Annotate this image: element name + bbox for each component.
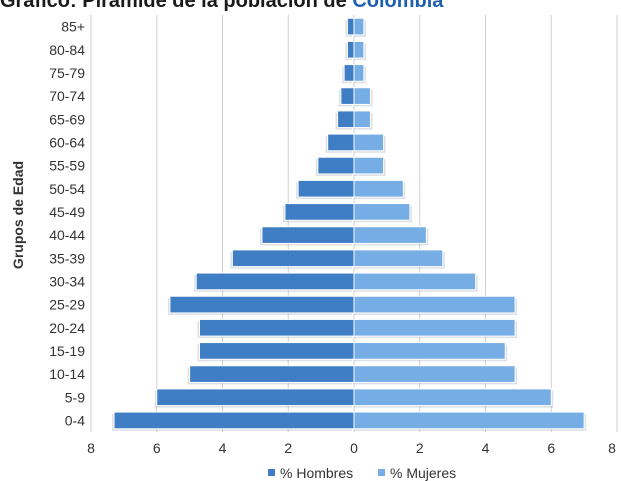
bar-mujeres	[353, 411, 585, 430]
y-tick-label: 80-84	[49, 42, 85, 58]
y-tick-label: 55-59	[49, 158, 85, 174]
bar-hombres	[169, 295, 355, 314]
bar-hombres	[284, 203, 355, 221]
bar-hombres	[317, 156, 355, 175]
chart-title-part: Gráfico: Pirámide de la población de	[0, 0, 353, 11]
bar-mujeres	[353, 226, 427, 244]
y-tick-label: 0-4	[65, 412, 85, 428]
bar-hombres	[297, 179, 355, 198]
x-tick-label: 4	[482, 440, 490, 456]
bar-mujeres	[353, 87, 371, 105]
y-tick-label: 50-54	[49, 181, 85, 197]
bar-mujeres	[353, 203, 411, 221]
y-tick-label: 5-9	[65, 389, 85, 405]
x-tick-label: 6	[547, 440, 555, 456]
x-tick-label: 4	[219, 440, 227, 456]
x-tick-label: 0	[350, 440, 358, 456]
y-tick-label: 10-14	[49, 366, 85, 382]
bar-hombres	[346, 40, 355, 59]
bar-hombres	[195, 272, 355, 291]
y-tick-label: 20-24	[49, 320, 85, 336]
bar-hombres	[261, 226, 355, 244]
chart-title-accent: Colombia	[352, 0, 444, 11]
bar-hombres	[337, 110, 355, 129]
bar-hombres	[343, 64, 355, 82]
x-tick-label: 8	[608, 440, 616, 456]
bar-mujeres	[353, 249, 444, 268]
x-tick-label: 2	[284, 440, 292, 456]
legend: % Hombres % Mujeres	[268, 465, 456, 481]
y-axis-label: Grupos de Edad	[10, 161, 26, 269]
bar-hombres	[327, 133, 355, 152]
bar-mujeres	[353, 179, 404, 198]
y-tick-label: 65-69	[49, 111, 85, 127]
x-tick-labels: 8 6 4 2 0 2 4 6 8	[87, 440, 616, 456]
y-tick-label: 85+	[61, 19, 85, 35]
bar-hombres	[156, 388, 355, 407]
bar-hombres	[346, 17, 355, 36]
bar-mujeres	[353, 110, 371, 129]
y-tick-label: 35-39	[49, 250, 85, 266]
bar-hombres	[189, 365, 355, 383]
legend-label: % Mujeres	[390, 465, 456, 481]
grid-lines	[90, 15, 618, 432]
y-tick-label: 15-19	[49, 343, 85, 359]
bar-mujeres	[353, 17, 365, 36]
bar-hombres	[231, 249, 355, 268]
bar-mujeres	[353, 272, 477, 291]
y-tick-label: 40-44	[49, 227, 85, 243]
bar-mujeres	[353, 133, 385, 152]
x-tick-label: 2	[416, 440, 424, 456]
bar-mujeres	[353, 318, 516, 337]
y-tick-label: 30-34	[49, 273, 85, 289]
bar-mujeres	[353, 156, 385, 175]
bar-mujeres	[353, 295, 516, 314]
legend-swatch	[268, 469, 275, 476]
y-tick-labels: 0-4 5-9 10-14 15-19 20-24 25-29 30-34 35-39 40-4…	[49, 19, 85, 429]
y-tick-label: 75-79	[49, 65, 85, 81]
y-tick-label: 25-29	[49, 297, 85, 313]
y-tick-label: 45-49	[49, 204, 85, 220]
legend-label: % Hombres	[280, 465, 353, 481]
x-tick-label: 8	[87, 440, 95, 456]
bar-mujeres	[353, 40, 365, 59]
bar-mujeres	[353, 365, 516, 383]
bar-hombres	[198, 318, 355, 337]
y-tick-label: 60-64	[49, 134, 85, 150]
bars	[112, 17, 587, 431]
y-tick-label: 70-74	[49, 88, 85, 104]
bar-hombres	[340, 87, 355, 105]
x-tick-label: 6	[153, 440, 161, 456]
legend-swatch	[378, 469, 385, 476]
bar-hombres	[113, 411, 355, 430]
bar-mujeres	[353, 342, 506, 360]
bar-hombres	[198, 342, 355, 360]
chart-title: Gráfico: Pirámide de la población de Col…	[0, 0, 621, 11]
bar-mujeres	[353, 388, 552, 407]
bar-mujeres	[353, 64, 365, 82]
